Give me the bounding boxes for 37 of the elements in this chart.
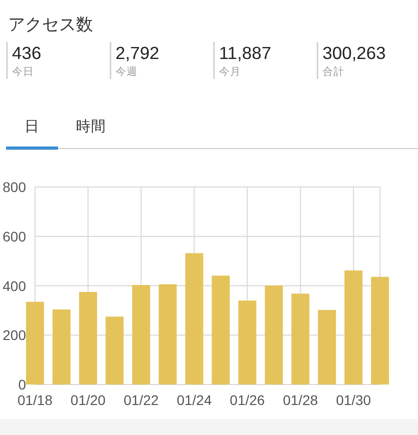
bar	[344, 270, 362, 384]
bar	[158, 284, 177, 384]
x-tick-label: 01/24	[176, 392, 212, 408]
y-tick-label: 800	[2, 179, 26, 195]
text: 11,887	[219, 43, 272, 63]
bar	[238, 300, 256, 384]
x-tick-label: 01/18	[17, 392, 53, 408]
text: 合計	[322, 65, 344, 78]
x-tick-label: 01/30	[336, 392, 372, 408]
text: 日	[24, 119, 40, 135]
y-tick-label: 200	[2, 327, 26, 344]
text: 436	[12, 43, 42, 63]
bar	[132, 285, 150, 384]
bar	[79, 292, 98, 384]
bar	[26, 302, 44, 384]
bar	[52, 309, 71, 384]
text: アクセス数	[8, 15, 93, 34]
x-tick-label: 01/22	[124, 392, 159, 408]
y-tick-label: 400	[2, 278, 26, 294]
x-tick-label: 01/26	[230, 392, 266, 408]
bar	[371, 276, 389, 384]
x-tick-label: 01/20	[70, 392, 106, 408]
bar	[318, 310, 336, 384]
bar	[264, 286, 283, 384]
bar	[212, 276, 230, 384]
y-tick-label: 600	[2, 228, 26, 244]
text: 時間	[76, 118, 106, 135]
text: 今日	[12, 66, 34, 78]
bar	[106, 316, 124, 384]
bar	[185, 253, 204, 384]
text: 2,792	[116, 43, 160, 63]
x-tick-label: 01/28	[282, 392, 318, 408]
y-tick-label: 0	[18, 376, 26, 392]
text: 今週	[116, 66, 138, 78]
bar	[291, 294, 310, 384]
text: 今月	[219, 66, 241, 78]
text: 300,263	[322, 43, 386, 63]
